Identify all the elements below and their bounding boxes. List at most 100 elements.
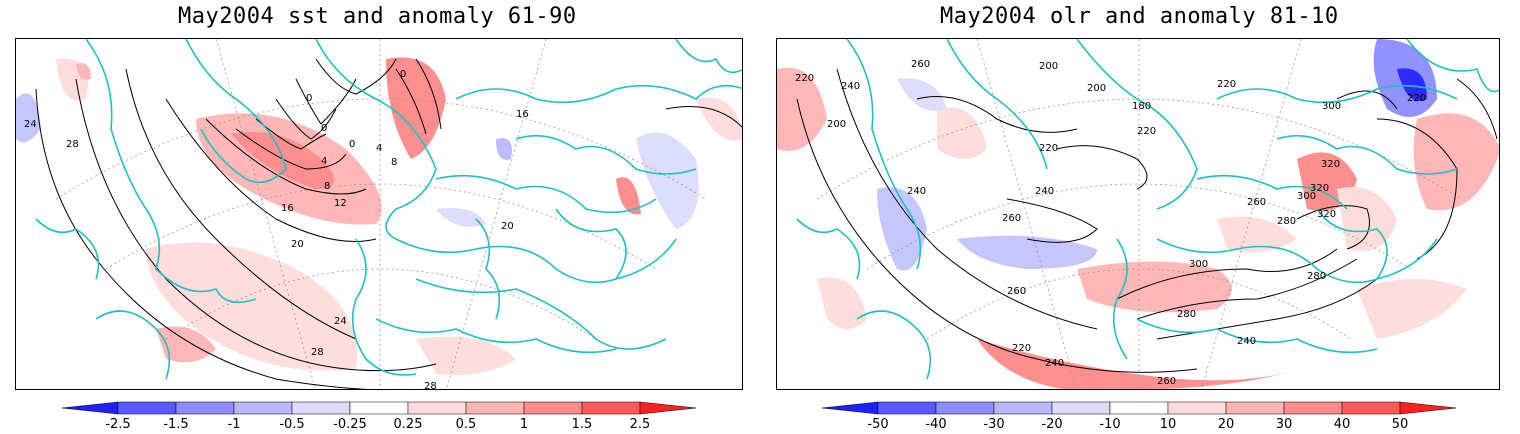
anomaly-patch: [977, 339, 1297, 389]
contour-label: 240: [1237, 336, 1256, 347]
contour-label: 260: [1002, 213, 1021, 224]
contour-label: 0: [306, 93, 312, 104]
contour-label: 220: [1039, 143, 1058, 154]
contour-label: 180: [1132, 101, 1151, 112]
contour-label: 260: [1157, 376, 1176, 387]
contour-labels: 0 0 0 0 4 4 8 8 12 16 16 20 20 24 24 28 …: [24, 69, 529, 390]
contour-label: 240: [1035, 186, 1054, 197]
right-panel-title: May2004 olr and anomaly 81-10: [940, 4, 1339, 29]
colorbar-tick-label: -10: [1099, 417, 1120, 430]
colorbar-box: [877, 401, 937, 415]
colorbar-tick-label: 1: [520, 417, 528, 430]
anomaly-patch: [416, 336, 516, 375]
contour-label: 20: [501, 221, 514, 232]
contour-label: 0: [400, 69, 406, 80]
colorbar-boxes: [61, 401, 697, 415]
colorbar-labels: -2.5 -1.5 -1 -0.5 -0.25 0.25 0.5 1 1.5 2.5: [105, 417, 650, 432]
colorbar-box: [291, 401, 351, 415]
olr-map-canvas: 180 200 200 200 220 220 220 220 220 220 …: [777, 39, 1499, 389]
contour-labels: 180 200 200 200 220 220 220 220 220 220 …: [795, 59, 1426, 387]
colorbar-tick-label: -1.5: [163, 417, 188, 430]
anomaly-patch: [937, 107, 987, 159]
coastlines: [796, 39, 1499, 380]
contour-label: 280: [1307, 271, 1326, 282]
contour-label: 28: [424, 381, 437, 390]
colorbar-box: [1283, 401, 1343, 415]
contour-label: 320: [1317, 209, 1336, 220]
contour-label: 200: [1087, 83, 1106, 94]
anomaly-patch: [1413, 113, 1499, 211]
anomaly-patch: [897, 78, 947, 111]
anomaly-patch: [957, 235, 1097, 269]
sst-colorbar-canvas: -2.5 -1.5 -1 -0.5 -0.25 0.25 0.5 1 1.5 2.5: [61, 401, 697, 432]
colorbar-min-arrow: [61, 401, 119, 415]
colorbar-tick-label: -40: [925, 417, 946, 430]
olr-colorbar: -50 -40 -30 -20 -10 10 20 30 40 50: [820, 400, 1460, 434]
contour-label: 16: [516, 109, 529, 120]
sst-anomaly-map: 0 0 0 0 4 4 8 8 12 16 16 20 20 24 24 28 …: [15, 38, 743, 390]
colorbar-box: [1167, 401, 1227, 415]
contour-label: 24: [24, 119, 37, 130]
anomaly-patch: [1217, 216, 1297, 253]
colorbar-box: [993, 401, 1053, 415]
anomaly-patch: [16, 93, 41, 143]
anomaly-patch: [146, 242, 358, 371]
anomaly-patch: [1357, 279, 1467, 339]
colorbar-tick-label: -20: [1041, 417, 1062, 430]
colorbar-box: [349, 401, 409, 415]
contour-label: 220: [1137, 126, 1156, 137]
contour-label: 28: [311, 347, 324, 358]
colorbar-max-arrow: [639, 401, 697, 415]
contour-label: 320: [1310, 183, 1329, 194]
colorbar-tick-label: 50: [1392, 417, 1409, 430]
anomaly-shading: [16, 57, 742, 375]
contour-label: 8: [391, 157, 397, 168]
contour-label: 280: [1177, 309, 1196, 320]
colorbar-labels: -50 -40 -30 -20 -10 10 20 30 40 50: [867, 417, 1409, 432]
colorbar-box: [175, 401, 235, 415]
contour-label: 220: [1407, 93, 1426, 104]
anomaly-patch: [496, 138, 512, 160]
colorbar-tick-label: -30: [983, 417, 1004, 430]
colorbar-tick-label: 0.25: [394, 417, 423, 430]
left-panel-title: May2004 sst and anomaly 61-90: [178, 4, 577, 29]
anomaly-patch: [1077, 261, 1232, 313]
colorbar-tick-label: 10: [1160, 417, 1177, 430]
sst-colorbar: -2.5 -1.5 -1 -0.5 -0.25 0.25 0.5 1 1.5 2.5: [60, 400, 700, 434]
colorbar-box: [407, 401, 467, 415]
colorbar-min-arrow: [821, 401, 879, 415]
colorbar-tick-label: 0.5: [456, 417, 477, 430]
colorbar-tick-label: -0.25: [333, 417, 367, 430]
colorbar-box: [523, 401, 583, 415]
contour-label: 300: [1297, 191, 1316, 202]
olr-colorbar-canvas: -50 -40 -30 -20 -10 10 20 30 40 50: [821, 401, 1457, 432]
contour-label: 28: [66, 139, 79, 150]
contour-label: 16: [281, 203, 294, 214]
colorbar-box: [581, 401, 641, 415]
contour-label: 240: [841, 81, 860, 92]
colorbar-box: [117, 401, 177, 415]
anomaly-patch: [636, 132, 699, 229]
anomaly-patch: [231, 132, 334, 189]
colorbar-tick-label: -2.5: [105, 417, 130, 430]
contour-label: 300: [1322, 101, 1341, 112]
contour-label: 220: [1217, 79, 1236, 90]
anomaly-patch: [386, 57, 446, 159]
colorbar-box: [1225, 401, 1285, 415]
anomaly-patch: [616, 177, 641, 215]
sst-map-canvas: 0 0 0 0 4 4 8 8 12 16 16 20 20 24 24 28 …: [16, 39, 742, 390]
contour-label: 300: [1189, 259, 1208, 270]
contour-label: 12: [334, 198, 347, 209]
coastlines: [35, 39, 742, 380]
contour-label: 4: [376, 143, 382, 154]
anomaly-patch: [436, 208, 486, 227]
colorbar-max-arrow: [1399, 401, 1457, 415]
contour-label: 320: [1321, 159, 1340, 170]
colorbar-tick-label: -50: [867, 417, 888, 430]
anomaly-patch: [777, 67, 827, 151]
contour-label: 24: [334, 316, 347, 327]
contour-label: 240: [1045, 358, 1064, 369]
contour-label: 20: [291, 239, 304, 250]
contour-label: 220: [1012, 343, 1031, 354]
anomaly-patch: [76, 63, 91, 80]
